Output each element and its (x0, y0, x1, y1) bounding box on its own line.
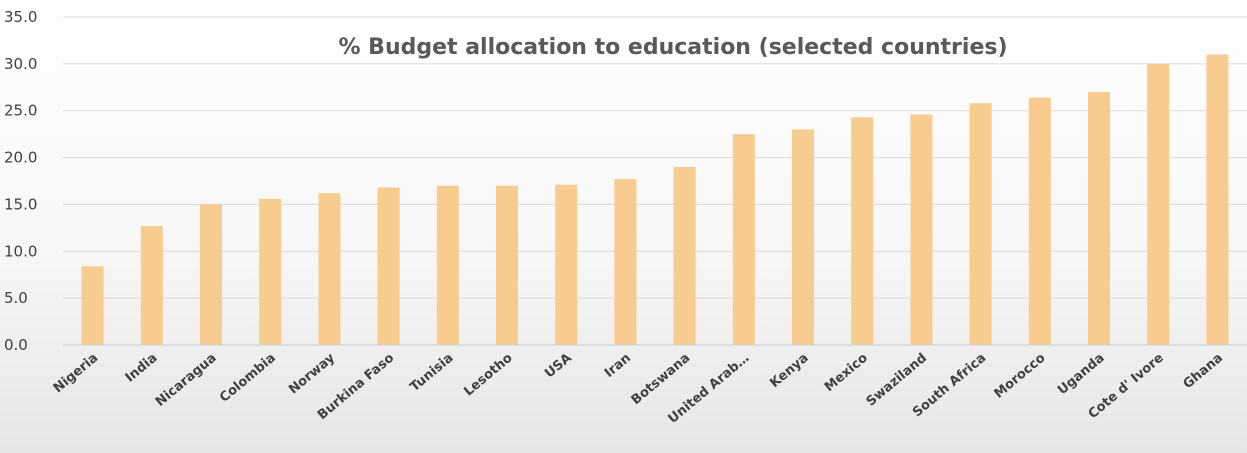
bar (1147, 63, 1170, 345)
x-category-label: Uganda (1055, 351, 1108, 398)
x-category-label: USA (542, 351, 575, 382)
y-tick-label: 30.0 (4, 55, 37, 73)
bar (792, 129, 814, 345)
x-category-label: Tunisia (407, 351, 456, 396)
x-category-label: India (123, 351, 161, 386)
bar (1028, 97, 1051, 345)
bar (910, 114, 933, 345)
x-category-label: Norway (286, 350, 338, 397)
bar (81, 266, 104, 345)
y-tick-label: 0.0 (4, 336, 28, 354)
y-axis-tick-labels: 0.0 5.0 10.0 15.0 20.0 25.0 30.0 35.0 (4, 8, 37, 354)
bar (851, 117, 874, 345)
y-tick-label: 10.0 (4, 242, 37, 260)
x-category-label: Morocco (992, 351, 1049, 402)
x-category-label: Colombia (217, 351, 279, 406)
x-category-label: Kenya (767, 351, 811, 392)
x-category-label: Nicaragua (153, 351, 220, 410)
chart-title: % Budget allocation to education (select… (338, 35, 1007, 60)
bar (259, 198, 282, 345)
bar (969, 103, 992, 346)
x-category-label: Lesotho (461, 351, 515, 400)
bar (1206, 54, 1229, 345)
bar (673, 166, 696, 345)
bar (496, 185, 518, 345)
bar (377, 187, 400, 345)
bar (555, 184, 578, 345)
x-category-label: Nigeria (51, 351, 101, 397)
bars (81, 54, 1229, 346)
y-tick-label: 15.0 (4, 195, 37, 213)
x-category-label: Iran (602, 351, 634, 381)
bar (614, 179, 637, 345)
x-category-label: Ghana (1181, 351, 1226, 393)
bar (1088, 91, 1110, 345)
bar (436, 185, 459, 345)
y-tick-label: 5.0 (4, 289, 28, 307)
bar (200, 204, 222, 345)
x-category-label: Mexico (822, 351, 871, 395)
bar (318, 193, 341, 345)
y-tick-label: 25.0 (4, 102, 37, 120)
y-tick-label: 35.0 (4, 8, 37, 26)
bar (732, 134, 755, 345)
bar (140, 225, 163, 345)
y-tick-label: 20.0 (4, 149, 37, 167)
